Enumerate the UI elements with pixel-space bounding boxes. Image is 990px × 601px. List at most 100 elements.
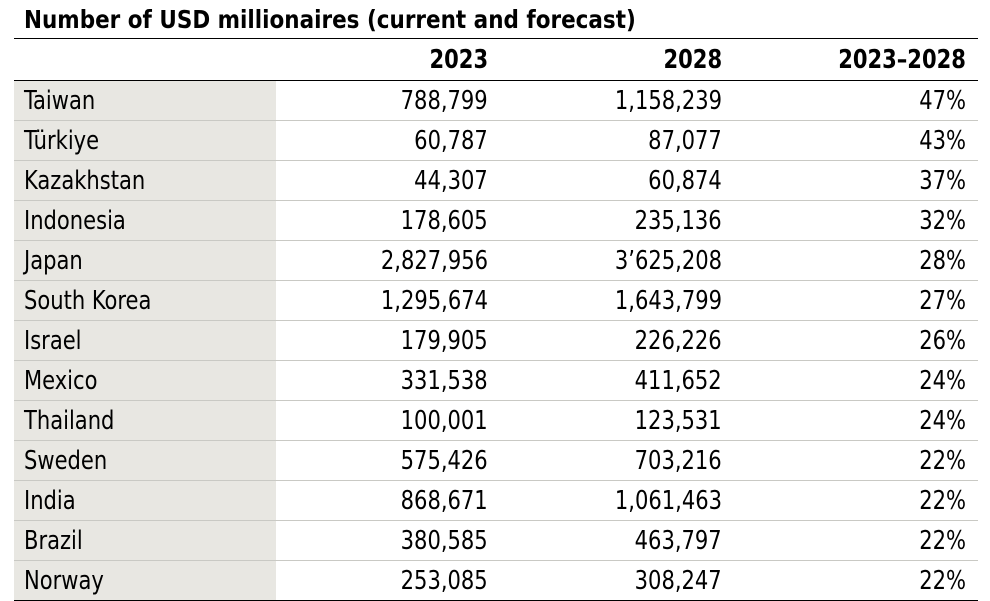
table-row: Mexico 331,538 411,652 24%	[14, 360, 978, 401]
cell-text: Mexico	[24, 365, 98, 396]
change-cell: 24%	[734, 360, 978, 401]
cell-text: Japan	[24, 245, 83, 276]
value-2023-cell: 178,605	[276, 200, 500, 241]
table-row: Brazil 380,585 463,797 22%	[14, 520, 978, 561]
cell-text: 331,538	[400, 365, 488, 396]
value-2023-cell: 44,307	[276, 160, 500, 201]
cell-text: 788,799	[400, 85, 488, 116]
cell-text: Kazakhstan	[24, 165, 146, 196]
value-2028-cell: 411,652	[500, 360, 734, 401]
millionaires-table: 2023 2028 2023–2028 Taiwan 788,799 1,158,239…	[14, 38, 978, 601]
change-cell: 28%	[734, 240, 978, 281]
cell-text: 43%	[919, 125, 966, 156]
cell-text: Taiwan	[24, 85, 96, 116]
cell-text: 22%	[919, 485, 966, 516]
cell-text: Indonesia	[24, 205, 126, 236]
country-cell: Taiwan	[14, 80, 276, 121]
value-2028-cell: 1,158,239	[500, 80, 734, 121]
country-cell: Norway	[14, 560, 276, 601]
cell-text: Brazil	[24, 525, 83, 556]
table-row: Sweden 575,426 703,216 22%	[14, 440, 978, 481]
cell-text: 26%	[919, 325, 966, 356]
country-cell: South Korea	[14, 280, 276, 321]
value-2028-cell: 60,874	[500, 160, 734, 201]
country-cell: Indonesia	[14, 200, 276, 241]
value-2023-cell: 1,295,674	[276, 280, 500, 321]
cell-text: 868,671	[400, 485, 488, 516]
cell-text: Israel	[24, 325, 82, 356]
value-2023-cell: 788,799	[276, 80, 500, 121]
value-2023-cell: 331,538	[276, 360, 500, 401]
change-cell: 47%	[734, 80, 978, 121]
value-2028-cell: 3’625,208	[500, 240, 734, 281]
change-2023-2028-header: 2023–2028	[734, 38, 978, 81]
value-2023-cell: 868,671	[276, 480, 500, 521]
change-cell: 22%	[734, 560, 978, 601]
change-cell: 22%	[734, 480, 978, 521]
country-cell: Türkiye	[14, 120, 276, 161]
cell-text: 3’625,208	[614, 245, 722, 276]
year-2028-header: 2028	[500, 38, 734, 81]
cell-text: 22%	[919, 445, 966, 476]
table-row: South Korea 1,295,674 1,643,799 27%	[14, 280, 978, 321]
cell-text: 308,247	[634, 565, 722, 596]
country-cell: Mexico	[14, 360, 276, 401]
cell-text: 24%	[919, 405, 966, 436]
cell-text: 100,001	[400, 405, 488, 436]
country-cell: Thailand	[14, 400, 276, 441]
cell-text: 575,426	[400, 445, 488, 476]
country-cell: Sweden	[14, 440, 276, 481]
cell-text: 2,827,956	[380, 245, 488, 276]
value-2028-cell: 235,136	[500, 200, 734, 241]
cell-text: 380,585	[400, 525, 488, 556]
value-2028-cell: 308,247	[500, 560, 734, 601]
value-2028-cell: 1,061,463	[500, 480, 734, 521]
value-2023-cell: 253,085	[276, 560, 500, 601]
change-cell: 24%	[734, 400, 978, 441]
change-cell: 22%	[734, 440, 978, 481]
column-header-label: 2023–2028	[838, 44, 966, 75]
value-2028-cell: 226,226	[500, 320, 734, 361]
cell-text: 226,226	[634, 325, 722, 356]
cell-text: Thailand	[24, 405, 115, 436]
cell-text: 60,787	[414, 125, 488, 156]
cell-text: 24%	[919, 365, 966, 396]
value-2023-cell: 179,905	[276, 320, 500, 361]
cell-text: 411,652	[634, 365, 722, 396]
country-cell: Israel	[14, 320, 276, 361]
table-row: Indonesia 178,605 235,136 32%	[14, 200, 978, 241]
table-body: Taiwan 788,799 1,158,239 47% Türkiye 60,787 87…	[14, 80, 978, 601]
cell-text: 28%	[919, 245, 966, 276]
country-cell: Kazakhstan	[14, 160, 276, 201]
cell-text: 235,136	[634, 205, 722, 236]
change-cell: 43%	[734, 120, 978, 161]
cell-text: 87,077	[648, 125, 722, 156]
value-2023-cell: 100,001	[276, 400, 500, 441]
cell-text: Norway	[24, 565, 104, 596]
table-row: Kazakhstan 44,307 60,874 37%	[14, 160, 978, 201]
cell-text: 22%	[919, 565, 966, 596]
cell-text: Sweden	[24, 445, 108, 476]
table-row: Japan 2,827,956 3’625,208 28%	[14, 240, 978, 281]
table-row: Norway 253,085 308,247 22%	[14, 560, 978, 601]
country-cell: Japan	[14, 240, 276, 281]
value-2023-cell: 2,827,956	[276, 240, 500, 281]
cell-text: 463,797	[634, 525, 722, 556]
cell-text: 253,085	[400, 565, 488, 596]
cell-text: 22%	[919, 525, 966, 556]
value-2028-cell: 123,531	[500, 400, 734, 441]
change-cell: 26%	[734, 320, 978, 361]
cell-text: 32%	[919, 205, 966, 236]
country-cell: Brazil	[14, 520, 276, 561]
cell-text: 1,643,799	[614, 285, 722, 316]
table-title: Number of USD millionaires (current and …	[24, 5, 636, 34]
cell-text: 37%	[919, 165, 966, 196]
country-column-header	[14, 38, 276, 81]
cell-text: India	[24, 485, 76, 516]
cell-text: 1,295,674	[380, 285, 488, 316]
column-header-label: 2023	[429, 44, 488, 75]
cell-text: 60,874	[648, 165, 722, 196]
cell-text: 1,158,239	[614, 85, 722, 116]
value-2028-cell: 463,797	[500, 520, 734, 561]
cell-text: 1,061,463	[614, 485, 722, 516]
